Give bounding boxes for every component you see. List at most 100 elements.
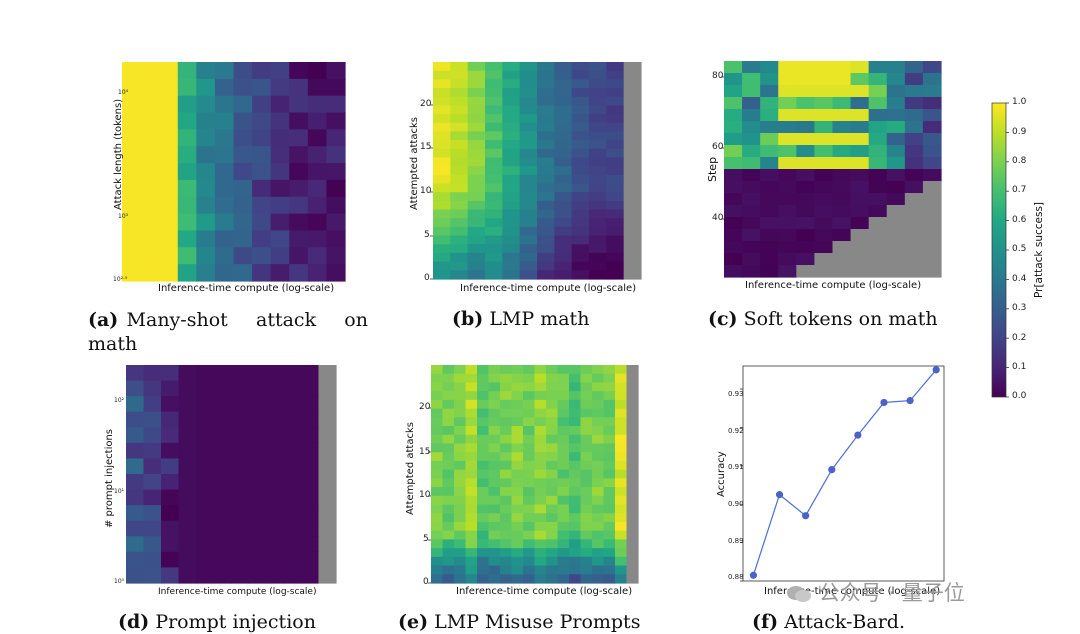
heatmap-c-cell — [742, 85, 761, 98]
heatmap-e-cell — [534, 408, 547, 418]
heatmap-a-cell — [159, 95, 179, 114]
heatmap-d-cell — [161, 536, 180, 553]
heatmap-c-cell — [760, 217, 779, 230]
heatmap-b-cell — [554, 122, 573, 133]
heatmap-b-cell — [554, 105, 573, 115]
heatmap-a-cell — [270, 129, 290, 147]
heatmap-e-cell — [465, 452, 478, 462]
heatmap-e-cell — [534, 530, 547, 540]
heatmap-b-cell — [606, 192, 625, 202]
heatmap-e-cell — [454, 443, 467, 453]
heatmap-c-cell — [922, 133, 942, 146]
heatmap-c-cell — [742, 181, 761, 194]
heatmap-d-cell — [161, 427, 180, 444]
heatmap-a-cell — [177, 62, 197, 80]
heatmap-c-cell — [922, 241, 942, 254]
heatmap-e-cell — [465, 460, 478, 471]
heatmap-c-cell — [796, 181, 816, 194]
heatmap-b-cell — [467, 183, 486, 193]
heatmap-c-cell — [832, 169, 852, 182]
heatmap-e-cell — [580, 443, 593, 453]
heatmap-d-cell — [301, 365, 320, 382]
heatmap-e-cell — [615, 495, 628, 506]
heatmap-b-cell — [606, 131, 625, 141]
heatmap-b-cell — [606, 218, 625, 228]
heatmap-a-cell — [270, 163, 290, 181]
heatmap-e-cell — [569, 556, 582, 567]
heatmap-d-cell — [248, 505, 267, 522]
heatmap-d-cell — [248, 458, 267, 475]
heatmap-b-cell — [589, 183, 607, 193]
heatmap-c-cell — [832, 217, 852, 230]
heatmap-d-cell — [178, 489, 197, 506]
heatmap-e-cell — [626, 495, 639, 506]
heatmap-c-cell — [778, 253, 797, 266]
heatmap-e-cell — [477, 452, 490, 462]
plot-frame-f — [742, 365, 945, 582]
heatmap-e-cell — [442, 399, 455, 410]
heatmap-a-cell — [177, 196, 197, 215]
heatmap-e-cell — [603, 408, 616, 418]
heatmap-e-cell — [465, 469, 478, 479]
heatmap-e-cell — [569, 426, 582, 436]
heatmap-d-cell — [178, 551, 197, 569]
heatmap-e-cell — [523, 365, 536, 375]
colorbar-tick-10: 0.1 — [1012, 362, 1027, 372]
heatmap-e-cell — [431, 565, 444, 575]
panel-e-ytick-4: 5 — [423, 534, 429, 544]
heatmap-e-cell — [569, 548, 582, 558]
heatmap-c-cell — [886, 85, 906, 98]
heatmap-e-cell — [431, 556, 444, 567]
heatmap-e-cell — [546, 574, 559, 584]
heatmap-e-cell — [500, 487, 513, 497]
heatmap-e-cell — [488, 399, 501, 410]
heatmap-a-cell — [326, 62, 346, 80]
heatmap-a-cell — [233, 179, 253, 198]
heatmap-d-cell — [231, 442, 250, 460]
heatmap-c-cell — [796, 241, 816, 254]
heatmap-e-cell — [592, 565, 605, 575]
heatmap-e-cell — [500, 556, 513, 567]
heatmap-e-cell — [546, 539, 559, 549]
heatmap-e-cell — [557, 365, 570, 375]
heatmap-d-cell — [196, 365, 215, 382]
heatmap-e-cell — [465, 434, 478, 445]
heatmap-b-cell — [589, 192, 607, 202]
heatmap-d-cell — [161, 489, 180, 506]
heatmap-b-cell — [485, 62, 503, 72]
heatmap-e-cell — [615, 469, 628, 479]
heatmap-e-cell — [603, 504, 616, 514]
heatmap-e-cell — [442, 469, 455, 479]
heatmap-d-cell — [126, 411, 145, 428]
heatmap-b-cell — [519, 270, 538, 280]
heatmap-c-cell — [886, 97, 906, 110]
heatmap-c-cell — [814, 229, 834, 242]
colorbar-ticks — [1006, 102, 1009, 398]
heatmap-e-cell — [465, 513, 478, 523]
heatmap-a-cell — [307, 78, 328, 97]
heatmap-b-cell — [433, 122, 451, 133]
heatmap-e-cell — [626, 478, 639, 488]
heatmap-b-cell — [606, 96, 625, 106]
heatmap-c-cell — [922, 97, 942, 110]
heatmap-b-cell — [433, 218, 451, 228]
heatmap-b-cell — [519, 70, 538, 80]
heatmap-c-cell — [922, 205, 942, 218]
heatmap-b-cell — [467, 62, 486, 72]
heatmap-e-cell — [500, 434, 513, 445]
heatmap-d-cell — [301, 396, 320, 413]
heatmap-e-cell — [546, 504, 559, 514]
heatmap-c-cell — [778, 109, 797, 122]
heatmap-b-cell — [537, 174, 555, 185]
heatmap-b-cell — [467, 157, 486, 167]
heatmap-b-cell — [589, 174, 607, 185]
heatmap-e-cell — [592, 434, 605, 445]
heatmap-c-cell — [922, 85, 942, 98]
heatmap-c-cell — [904, 253, 924, 266]
heatmap-e-cell — [500, 469, 513, 479]
heatmap-e-cell — [557, 460, 570, 471]
heatmap-b-cell — [467, 200, 486, 211]
heatmap-b-cell — [450, 131, 469, 141]
heatmap-d-cell — [213, 396, 232, 413]
heatmap-b-cell — [450, 192, 469, 202]
